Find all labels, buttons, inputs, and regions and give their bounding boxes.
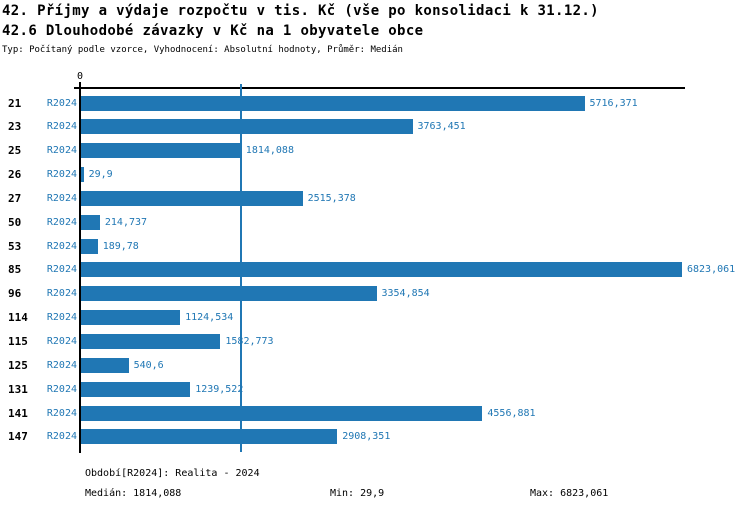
bar	[81, 190, 303, 206]
category-label: 125	[8, 358, 28, 372]
series-label: R2024	[46, 169, 77, 181]
chart-row: 53 R2024 189,78	[0, 238, 750, 254]
series-label: R2024	[46, 240, 77, 252]
chart-row: 23 R2024 3763,451	[0, 119, 750, 135]
series-label: R2024	[46, 431, 77, 443]
chart-row: 25 R2024 1814,088	[0, 143, 750, 159]
x-axis-zero-label: 0	[76, 71, 84, 82]
footer-max: Max: 6823,061	[530, 488, 609, 499]
category-label: 23	[8, 120, 22, 134]
value-label: 3763,451	[417, 121, 466, 133]
category-label: 96	[8, 287, 22, 301]
category-label: 114	[8, 311, 28, 325]
footer-period: Období[R2024]: Realita - 2024	[85, 468, 260, 479]
x-axis-line	[74, 87, 685, 89]
chart-row: 50 R2024 214,737	[0, 214, 750, 230]
series-label: R2024	[46, 359, 77, 371]
series-label: R2024	[46, 97, 77, 109]
series-label: R2024	[46, 121, 77, 133]
bar	[81, 167, 84, 183]
x-axis-zero-tick	[79, 82, 81, 88]
series-label: R2024	[46, 383, 77, 395]
page-subtitle: 42.6 Dlouhodobé závazky v Kč na 1 obyvat…	[2, 23, 424, 39]
value-label: 5716,371	[589, 97, 638, 109]
bar	[81, 119, 413, 135]
series-label: R2024	[46, 312, 77, 324]
chart-row: 141 R2024 4556,881	[0, 405, 750, 421]
category-label: 115	[8, 335, 28, 348]
bar	[81, 214, 100, 230]
category-label: 85	[8, 263, 22, 277]
series-label: R2024	[46, 264, 77, 276]
category-label: 26	[8, 168, 22, 182]
value-label: 4556,881	[487, 407, 536, 419]
value-label: 1239,522	[195, 383, 244, 395]
chart-row: 27 R2024 2515,378	[0, 190, 750, 206]
bar	[81, 357, 129, 373]
bar	[81, 262, 682, 278]
chart-row: 131 R2024 1239,522	[0, 381, 750, 397]
footer-min: Min: 29,9	[330, 488, 385, 499]
category-label: 53	[8, 239, 22, 253]
chart-row: 115 R2024 1582,773	[0, 334, 750, 349]
chart-row: 114 R2024 1124,534	[0, 310, 750, 326]
chart-row: 125 R2024 540,6	[0, 357, 750, 373]
value-label: 2908,351	[342, 431, 391, 443]
bar	[81, 429, 338, 445]
series-label: R2024	[46, 192, 77, 204]
value-label: 3354,854	[381, 288, 430, 300]
chart-row: 96 R2024 3354,854	[0, 286, 750, 302]
bar	[81, 286, 377, 302]
value-label: 1582,773	[225, 336, 274, 347]
chart-row: 147 R2024 2908,351	[0, 429, 750, 445]
category-label: 50	[8, 215, 22, 229]
bar	[81, 238, 98, 254]
footer-median: Medián: 1814,088	[85, 488, 182, 499]
chart-row: 85 R2024 6823,061	[0, 262, 750, 278]
category-label: 25	[8, 144, 22, 158]
value-label: 1124,534	[185, 312, 234, 324]
chart-row: 21 R2024 5716,371	[0, 95, 750, 111]
value-label: 214,737	[104, 216, 148, 228]
series-label: R2024	[46, 336, 77, 347]
bar	[81, 381, 191, 397]
category-label: 147	[8, 430, 28, 444]
series-label: R2024	[46, 145, 77, 157]
category-label: 141	[8, 406, 28, 420]
bar	[81, 143, 241, 159]
value-label: 1814,088	[245, 145, 294, 157]
bar	[81, 334, 221, 349]
category-label: 131	[8, 382, 28, 396]
value-label: 540,6	[133, 359, 164, 371]
series-label: R2024	[46, 216, 77, 228]
meta-line: Typ: Počítaný podle vzorce, Vyhodnocení:…	[2, 45, 403, 55]
value-label: 6823,061	[687, 264, 736, 276]
chart-row: 26 R2024 29,9	[0, 167, 750, 183]
bar	[81, 95, 585, 111]
page-title: 42. Příjmy a výdaje rozpočtu v tis. Kč (…	[2, 3, 599, 19]
category-label: 21	[8, 96, 22, 110]
series-label: R2024	[46, 288, 77, 300]
y-axis-line	[79, 87, 81, 453]
bar	[81, 310, 181, 326]
bar	[81, 405, 483, 421]
category-label: 27	[8, 191, 22, 205]
value-label: 29,9	[88, 169, 113, 181]
value-label: 189,78	[102, 240, 139, 252]
series-label: R2024	[46, 407, 77, 419]
value-label: 2515,378	[307, 192, 356, 204]
